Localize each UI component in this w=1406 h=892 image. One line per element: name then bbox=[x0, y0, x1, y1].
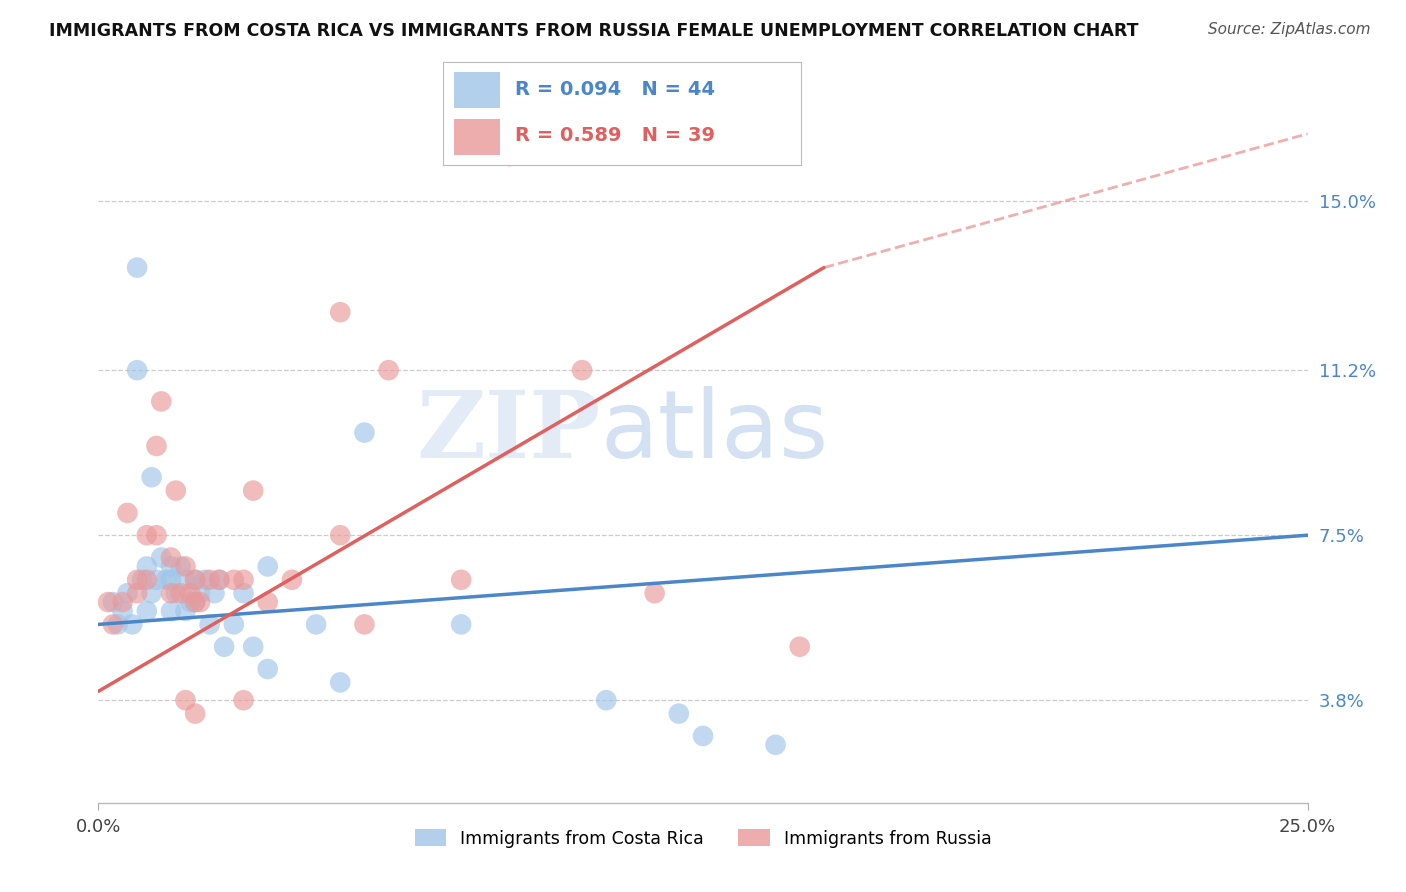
Text: R = 0.094   N = 44: R = 0.094 N = 44 bbox=[515, 80, 714, 99]
Point bbox=[644, 586, 666, 600]
Text: Source: ZipAtlas.com: Source: ZipAtlas.com bbox=[1208, 22, 1371, 37]
Point bbox=[450, 573, 472, 587]
Bar bbox=[454, 119, 501, 155]
Point bbox=[165, 483, 187, 498]
Point bbox=[242, 640, 264, 654]
Point bbox=[188, 595, 211, 609]
Point bbox=[127, 260, 149, 275]
Point bbox=[765, 738, 787, 752]
Bar bbox=[454, 71, 501, 108]
Point bbox=[145, 573, 167, 587]
Point bbox=[194, 573, 217, 587]
Point bbox=[135, 573, 157, 587]
Point bbox=[184, 595, 207, 609]
Point bbox=[179, 595, 201, 609]
Point bbox=[184, 595, 207, 609]
Point bbox=[174, 559, 197, 574]
Point bbox=[155, 573, 177, 587]
Point bbox=[141, 470, 163, 484]
Point bbox=[222, 573, 245, 587]
Point bbox=[692, 729, 714, 743]
Point bbox=[141, 586, 163, 600]
Point bbox=[329, 675, 352, 690]
Text: atlas: atlas bbox=[600, 385, 828, 478]
Point bbox=[121, 617, 143, 632]
Point bbox=[135, 604, 157, 618]
Point bbox=[256, 662, 278, 676]
Point bbox=[242, 483, 264, 498]
Point bbox=[184, 573, 207, 587]
Point bbox=[169, 586, 191, 600]
Point bbox=[353, 425, 375, 440]
Point bbox=[174, 693, 197, 707]
Point bbox=[165, 586, 187, 600]
Point bbox=[135, 528, 157, 542]
Point bbox=[131, 573, 153, 587]
Point bbox=[281, 573, 304, 587]
Point bbox=[160, 586, 183, 600]
Point bbox=[571, 363, 593, 377]
Point bbox=[305, 617, 328, 632]
Point bbox=[198, 573, 221, 587]
Text: ZIP: ZIP bbox=[416, 387, 600, 476]
Point bbox=[179, 586, 201, 600]
Point bbox=[789, 640, 811, 654]
Point bbox=[184, 573, 207, 587]
Point bbox=[111, 604, 134, 618]
Point bbox=[160, 550, 183, 565]
Point bbox=[208, 573, 231, 587]
Point bbox=[232, 586, 254, 600]
Point bbox=[668, 706, 690, 721]
Point bbox=[174, 604, 197, 618]
Point bbox=[232, 573, 254, 587]
Point bbox=[256, 559, 278, 574]
Point bbox=[101, 617, 124, 632]
Point bbox=[329, 528, 352, 542]
Point bbox=[498, 149, 520, 163]
Legend: Immigrants from Costa Rica, Immigrants from Russia: Immigrants from Costa Rica, Immigrants f… bbox=[415, 830, 991, 847]
Point bbox=[232, 693, 254, 707]
Point bbox=[127, 586, 149, 600]
Point bbox=[111, 595, 134, 609]
Point bbox=[450, 617, 472, 632]
Point bbox=[204, 586, 226, 600]
Point bbox=[145, 528, 167, 542]
Point bbox=[353, 617, 375, 632]
Point bbox=[145, 439, 167, 453]
Point bbox=[160, 604, 183, 618]
Point bbox=[117, 586, 139, 600]
Point bbox=[256, 595, 278, 609]
Point bbox=[135, 559, 157, 574]
Point bbox=[117, 506, 139, 520]
Point bbox=[184, 706, 207, 721]
Point bbox=[208, 573, 231, 587]
Point bbox=[377, 363, 399, 377]
Point bbox=[101, 595, 124, 609]
Text: IMMIGRANTS FROM COSTA RICA VS IMMIGRANTS FROM RUSSIA FEMALE UNEMPLOYMENT CORRELA: IMMIGRANTS FROM COSTA RICA VS IMMIGRANTS… bbox=[49, 22, 1139, 40]
Point bbox=[160, 573, 183, 587]
Point bbox=[169, 559, 191, 574]
Point bbox=[160, 559, 183, 574]
Point bbox=[212, 640, 235, 654]
Point bbox=[127, 363, 149, 377]
Point bbox=[150, 550, 173, 565]
Point bbox=[174, 573, 197, 587]
Point bbox=[150, 394, 173, 409]
Point bbox=[595, 693, 617, 707]
Point bbox=[329, 305, 352, 319]
Point bbox=[188, 586, 211, 600]
Point bbox=[127, 573, 149, 587]
Point bbox=[97, 595, 120, 609]
Point bbox=[107, 617, 129, 632]
Point bbox=[222, 617, 245, 632]
Point bbox=[198, 617, 221, 632]
Text: R = 0.589   N = 39: R = 0.589 N = 39 bbox=[515, 127, 714, 145]
